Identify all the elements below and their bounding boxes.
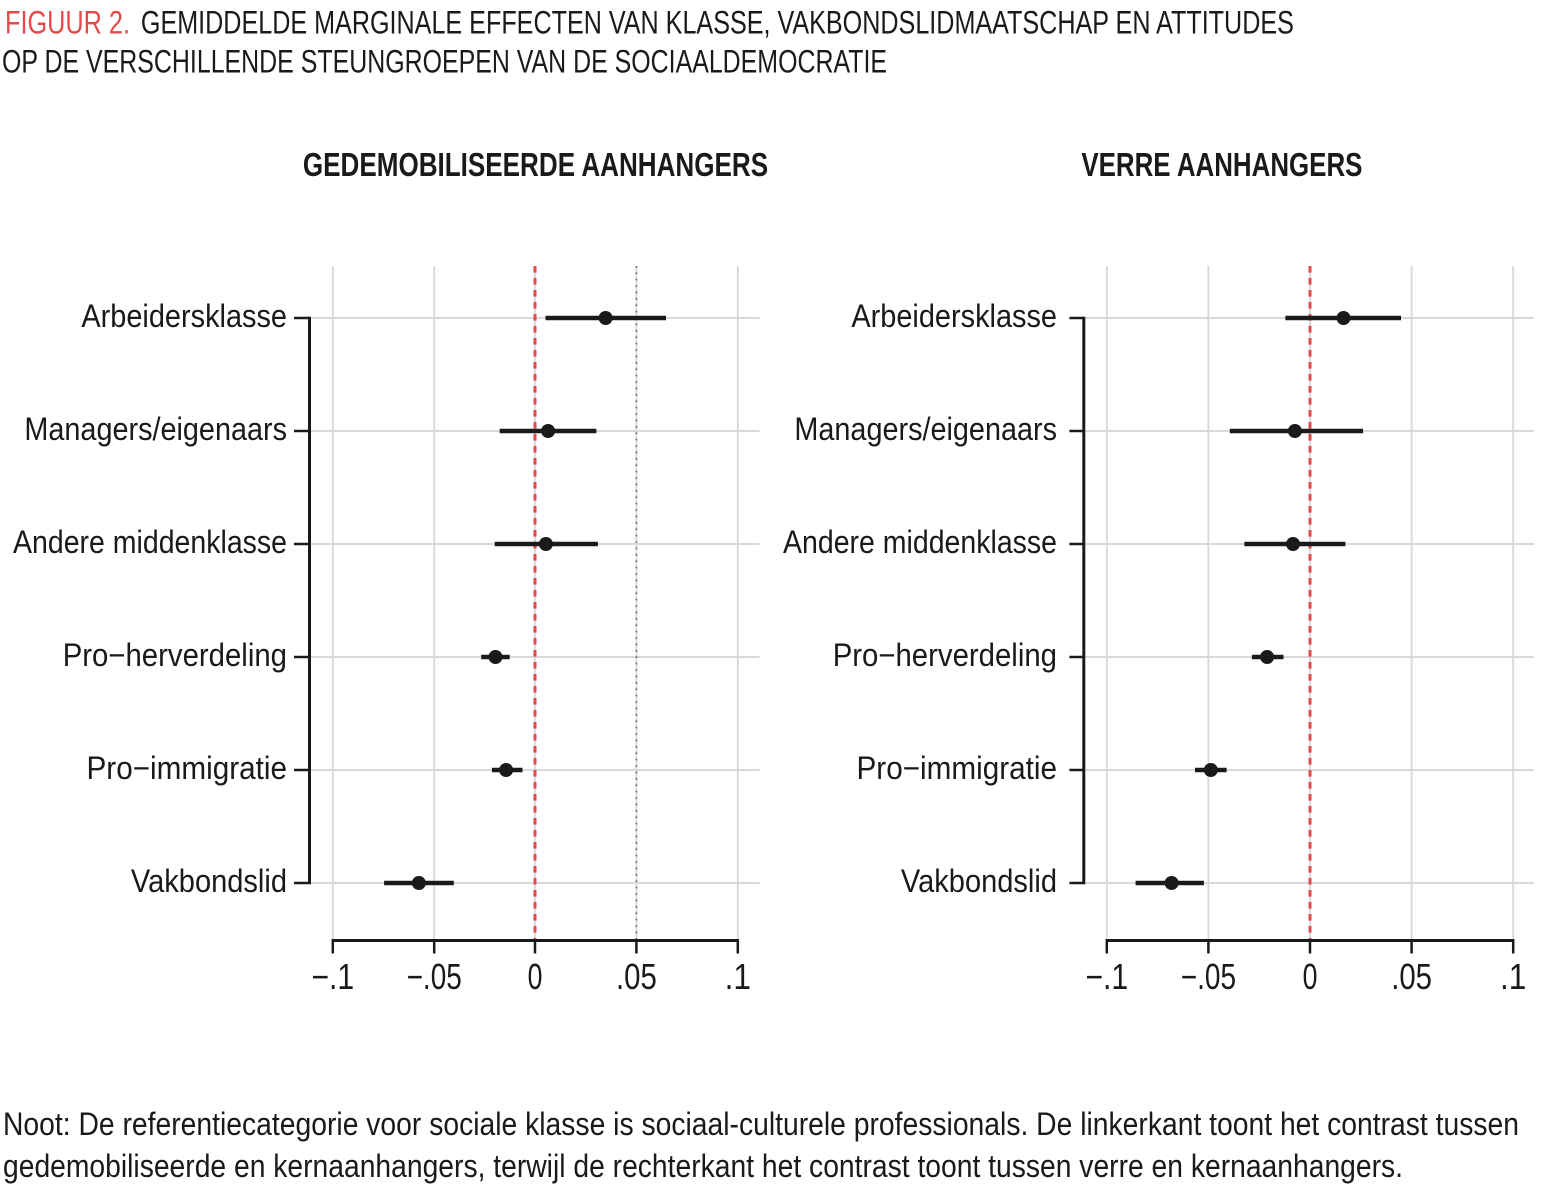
svg-text:FIGUUR 2.: FIGUUR 2.: [5, 5, 130, 41]
svg-text:Pro−immigratie: Pro−immigratie: [857, 750, 1058, 786]
svg-text:Pro−herverdeling: Pro−herverdeling: [833, 637, 1057, 673]
svg-text:.05: .05: [616, 956, 657, 997]
svg-text:−.05: −.05: [1181, 956, 1236, 997]
svg-text:Managers/eigenaars: Managers/eigenaars: [24, 411, 287, 447]
svg-text:Pro−immigratie: Pro−immigratie: [87, 750, 288, 786]
svg-text:0: 0: [528, 956, 543, 997]
svg-text:Vakbondslid: Vakbondslid: [901, 863, 1057, 899]
svg-text:Managers/eigenaars: Managers/eigenaars: [794, 411, 1057, 447]
svg-text:GEMIDDELDE MARGINALE EFFECTEN: GEMIDDELDE MARGINALE EFFECTEN VAN KLASSE…: [141, 5, 1294, 41]
svg-text:.1: .1: [1500, 956, 1526, 997]
svg-text:0: 0: [1303, 956, 1318, 997]
svg-text:Andere middenklasse: Andere middenklasse: [783, 524, 1057, 560]
svg-text:−.1: −.1: [311, 956, 354, 997]
svg-text:Andere middenklasse: Andere middenklasse: [13, 524, 287, 560]
svg-text:.05: .05: [1391, 956, 1432, 997]
svg-text:Pro−herverdeling: Pro−herverdeling: [63, 637, 287, 673]
svg-text:Noot: De referentiecategorie v: Noot: De referentiecategorie voor social…: [3, 1106, 1519, 1142]
svg-text:Arbeidersklasse: Arbeidersklasse: [81, 298, 287, 334]
svg-text:VERRE AANHANGERS: VERRE AANHANGERS: [1081, 146, 1362, 183]
svg-text:OP DE VERSCHILLENDE STEUNGROEP: OP DE VERSCHILLENDE STEUNGROEPEN VAN DE …: [2, 43, 887, 79]
svg-text:gedemobiliseerde en kernaanhan: gedemobiliseerde en kernaanhangers, terw…: [3, 1148, 1403, 1184]
svg-text:GEDEMOBILISEERDE AANHANGERS: GEDEMOBILISEERDE AANHANGERS: [303, 146, 768, 183]
svg-text:Arbeidersklasse: Arbeidersklasse: [851, 298, 1057, 334]
svg-text:Vakbondslid: Vakbondslid: [131, 863, 287, 899]
svg-text:.1: .1: [725, 956, 751, 997]
svg-text:−.1: −.1: [1085, 956, 1128, 997]
svg-text:−.05: −.05: [407, 956, 462, 997]
